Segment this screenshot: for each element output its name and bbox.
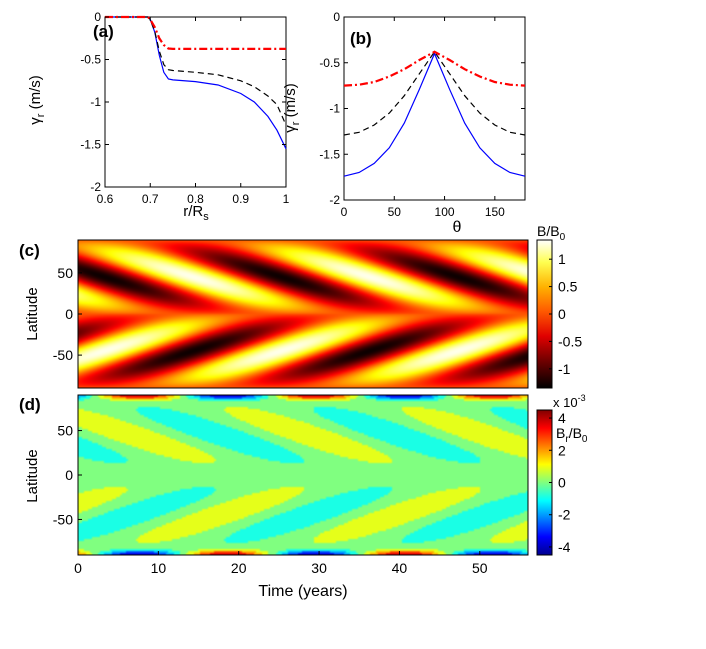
panel-d-xtick-label: 40 — [392, 560, 408, 576]
panel-a-ytick-label: -0.5 — [80, 53, 101, 67]
panel-a-series — [105, 15, 287, 150]
panel-a-axes-box — [104, 16, 287, 188]
panel-c-colorbar-title: B/B0 — [537, 223, 566, 243]
panel-a-xtick-label: 0.9 — [232, 192, 249, 206]
panel-a-series-dashdot-red — [105, 15, 286, 51]
panel-b-xtick-label: 100 — [435, 205, 455, 219]
panel-b-series-dashed-black — [343, 50, 526, 136]
panel-b-xtick-label: 50 — [388, 205, 402, 219]
panel-b-ylabel: γr (m/s) — [282, 83, 302, 133]
panel-d-xtick-label: 50 — [472, 560, 488, 576]
panel-c-label: (c) — [19, 241, 40, 260]
panel-a-ytick-label: -2 — [90, 180, 101, 194]
panel-d-colorbar-ticks: 4 2 0 -2 -4 — [549, 410, 571, 555]
panel-a-xtick-label: 0.7 — [142, 192, 159, 206]
panel-c-ytick-label: 0 — [65, 306, 73, 322]
panel-d-ytick-label: 0 — [65, 467, 73, 483]
panel-c-ticks: -50 0 50 — [53, 265, 82, 363]
panel-a-ytick-label: 0 — [94, 10, 101, 24]
panel-b-series — [343, 50, 526, 177]
panel-b-ytick-label: -0.5 — [319, 56, 340, 70]
panel-b-axes-box — [343, 16, 526, 201]
panel-d-colorbar-tick-label: 2 — [558, 442, 566, 458]
panel-c-ytick-label: 50 — [57, 265, 73, 281]
panel-b-ytick-label: 0 — [333, 10, 340, 24]
panel-b-label: (b) — [350, 29, 372, 48]
panel-d-colorbar-tick-label: 0 — [558, 475, 566, 491]
panel-a-ticks: 0.6 0.7 0.8 0.9 1 -2 -1.5 -1 -0.5 0 — [80, 10, 289, 206]
panel-d-label: (d) — [19, 395, 41, 414]
panel-d-xtick-label: 10 — [151, 560, 167, 576]
panel-b: 0 50 100 150 -2 -1.5 -1 -0.5 0 (b) θ γr (m/s) — [282, 10, 526, 236]
panel-b-series-solid-blue — [343, 52, 526, 177]
panel-d-colorbar-exponent: x 10-3 — [553, 393, 586, 410]
panel-c-colorbar-ticks: 1 0.5 0 -0.5 -1 — [549, 251, 582, 377]
panel-b-xtick-label: 150 — [485, 205, 505, 219]
panel-d-ytick-label: -50 — [53, 511, 73, 527]
panel-d-ticks: -50 0 50 0 10 20 30 40 50 — [53, 423, 488, 576]
panel-d-xtick-label: 20 — [231, 560, 247, 576]
panel-b-xtick-label: 0 — [341, 205, 348, 219]
panel-b-ytick-label: -1.5 — [319, 147, 340, 161]
panel-d-ylabel: Latitude — [24, 449, 41, 502]
panel-a-ylabel: γr (m/s) — [27, 75, 47, 125]
panel-a-label: (a) — [93, 22, 114, 41]
panel-d-xtick-label: 0 — [74, 560, 82, 576]
panel-d-colorbar-tick-label: -4 — [558, 539, 571, 555]
panel-c-ylabel: Latitude — [24, 287, 41, 340]
panel-a-ytick-label: -1 — [90, 95, 101, 109]
panel-d-heatmap-image — [78, 395, 528, 555]
panel-b-ytick-label: -2 — [329, 193, 340, 207]
panel-c-heatmap-image — [78, 240, 528, 388]
panel-d-colorbar-title: Br/B0 — [556, 425, 588, 445]
panel-a-xlabel: r/Rs — [183, 203, 209, 223]
panel-b-xlabel: θ — [453, 219, 462, 236]
panel-c-colorbar-tick-label: -0.5 — [558, 333, 582, 349]
panel-d-ytick-label: 50 — [57, 423, 73, 439]
panel-a: 0.6 0.7 0.8 0.9 1 -2 -1.5 -1 -0.5 0 (a) r/Rs γr (… — [27, 10, 290, 223]
panel-c-colorbar-tick-label: 0 — [558, 306, 566, 322]
panel-a-xtick-label: 0.6 — [97, 192, 114, 206]
panel-c-ytick-label: -50 — [53, 347, 73, 363]
panel-c-colorbar-tick-label: 1 — [558, 251, 566, 267]
panel-b-ticks: 0 50 100 150 -2 -1.5 -1 -0.5 0 — [319, 10, 525, 219]
panel-d-colorbar-tick-label: -2 — [558, 507, 571, 523]
panel-d-xtick-label: 30 — [311, 560, 327, 576]
panel-a-ytick-label: -1.5 — [80, 138, 101, 152]
panel-a-xtick-label: 0.8 — [187, 192, 204, 206]
panel-a-xtick-label: 1 — [283, 192, 290, 206]
panel-d-colorbar-tick-label: 4 — [558, 410, 566, 426]
panel-c-colorbar-tick-label: -1 — [558, 361, 571, 377]
panel-d-xlabel: Time (years) — [258, 583, 347, 600]
panel-c: -50 0 50 (c) Latitude 1 0.5 0 -0.5 -1 B/B0 — [19, 223, 582, 389]
panel-c-colorbar-tick-label: 0.5 — [558, 279, 578, 295]
panel-b-ytick-label: -1 — [329, 102, 340, 116]
panel-b-series-dashdot-red — [343, 50, 526, 87]
